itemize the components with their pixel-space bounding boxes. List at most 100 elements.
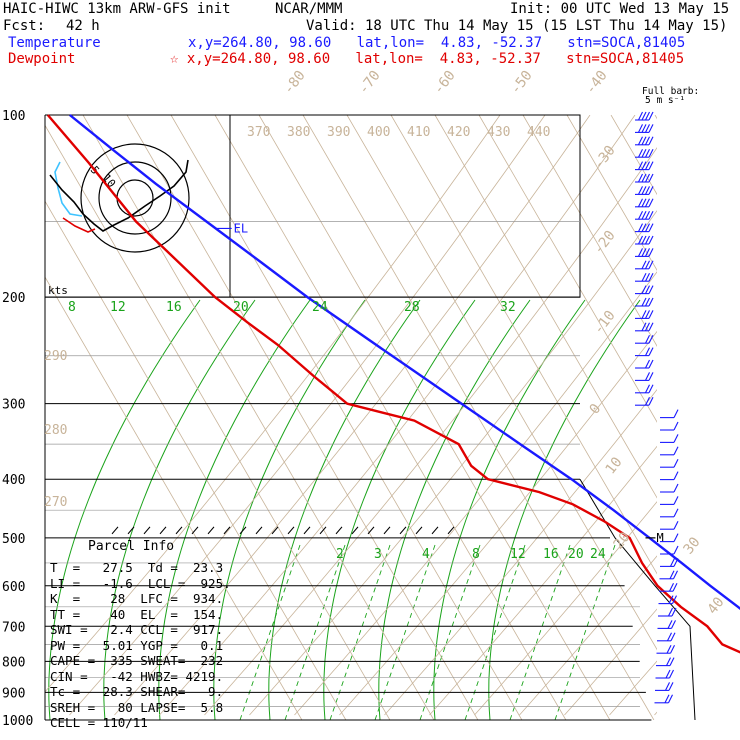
- wind-barb-flag: [638, 136, 643, 146]
- theta-label: 440: [527, 125, 550, 140]
- hatch-mark: [223, 526, 231, 535]
- theta-side-label: 290: [44, 349, 67, 364]
- wind-barb-flag: [645, 136, 650, 146]
- dry-adiabat-line: [204, 147, 657, 716]
- wind-barb-flag: [669, 570, 675, 580]
- dry-adiabat-line: [249, 210, 657, 716]
- wind-barb-flag: [648, 260, 654, 270]
- theta-label: 420: [447, 125, 470, 140]
- wind-barb-flag: [638, 235, 643, 245]
- wind-barb-flag: [648, 223, 654, 232]
- pressure-label: 400: [2, 473, 25, 488]
- wind-barb-flag: [667, 620, 673, 629]
- wind-barb-flag: [645, 260, 650, 270]
- hatch-mark: [111, 526, 119, 535]
- isotherm-line: [610, 115, 657, 196]
- isotherm-line: [346, 115, 657, 651]
- mixing-ratio-line: [284, 544, 346, 720]
- hatch-mark: [271, 526, 279, 535]
- theta-label: 380: [287, 125, 310, 140]
- dry-adiabat-line: [474, 501, 657, 716]
- dry-adiabat-line: [45, 115, 501, 693]
- wind-barb-flag: [669, 669, 674, 679]
- wind-barb-flag: [648, 161, 654, 170]
- isotherm-line: [434, 115, 657, 499]
- org-label: NCAR/MMM: [275, 1, 343, 17]
- wind-barb-flag: [645, 359, 650, 369]
- wind-barb-flag: [670, 632, 676, 642]
- isotherm-line: [82, 115, 435, 720]
- wind-barb-flag: [641, 136, 647, 146]
- dewpoint-location: ☆ x,y=264.80, 98.60 lat,lon= 4.83, -52.3…: [170, 51, 685, 67]
- isotherm-line: [302, 115, 655, 720]
- isotherm-label: -30: [591, 143, 619, 173]
- wind-barb-flag: [673, 533, 679, 542]
- hatch-mark: [191, 526, 199, 535]
- wind-barb-flag: [645, 111, 650, 121]
- pressure-label: 800: [2, 655, 25, 670]
- theta-side-label: 270: [44, 495, 67, 510]
- wind-barb-flag: [673, 483, 679, 493]
- hodograph-trace-low: [62, 217, 96, 233]
- hatch-mark: [127, 526, 135, 535]
- wind-barb-flag: [648, 285, 654, 294]
- isotherm-label: -80: [281, 68, 309, 98]
- model-title: HAIC-HIWC 13km ARW-GFS init: [3, 1, 231, 17]
- pressure-label: 100: [2, 109, 25, 124]
- hatch-mark: [447, 526, 455, 535]
- mixing-ratio-label-lower: 8: [472, 547, 480, 562]
- dry-adiabat-line: [654, 711, 657, 716]
- dry-adiabat-line: [114, 115, 591, 716]
- wind-barb-flag: [638, 148, 643, 158]
- mixing-ratio-line: [509, 544, 571, 720]
- wind-barb-flag: [641, 260, 647, 270]
- dry-adiabat-line: [69, 115, 546, 716]
- wind-barb-flag: [668, 694, 673, 704]
- isotherm-line: [566, 115, 657, 271]
- wind-barb-flag: [645, 161, 650, 170]
- wind-barb-flag: [673, 421, 679, 431]
- parcel-info-row: Tc = 28.3 SHEAR= 9.: [50, 684, 224, 699]
- wind-barb-flag: [638, 173, 643, 183]
- wind-barb-flag: [641, 272, 647, 282]
- wind-barb-flag: [641, 111, 647, 121]
- wind-barb-flag: [673, 508, 679, 518]
- mixing-ratio-label-upper: 16: [166, 300, 182, 315]
- isotherm-line: [45, 276, 303, 720]
- wind-barb-flag: [673, 409, 679, 418]
- hatch-mark: [367, 526, 375, 535]
- wind-barb-flag: [648, 322, 654, 332]
- pressure-label: 500: [2, 532, 25, 547]
- wind-barb-flag: [673, 558, 679, 567]
- wind-barb-flag: [648, 297, 654, 307]
- wind-barb-flag: [645, 322, 650, 332]
- wind-barb-flag: [641, 186, 647, 195]
- hatch-mark: [287, 526, 295, 535]
- isotherm-line: [258, 115, 611, 720]
- dry-adiabat-line: [564, 608, 657, 716]
- isotherm-label: 0: [587, 401, 605, 417]
- wind-barb-flag: [645, 285, 650, 294]
- wind-barb-flag: [648, 210, 654, 220]
- mixing-ratio-label-lower: 20: [568, 547, 584, 562]
- dry-adiabat-line: [429, 445, 657, 716]
- wind-barb-flag: [638, 248, 643, 257]
- wind-barb-flag: [645, 186, 650, 195]
- isotherm-label: -10: [591, 308, 619, 338]
- wind-barb-flag: [645, 173, 650, 183]
- hatch-mark: [207, 526, 215, 535]
- isotherm-line: [390, 115, 657, 575]
- hodograph-units: kts: [48, 284, 68, 297]
- parcel-info-row: CELL = 110/11: [50, 715, 148, 730]
- isotherm-line: [170, 115, 523, 720]
- wind-barb-flag: [669, 582, 674, 592]
- wind-barb-flag: [648, 235, 654, 245]
- mixing-ratio-label-upper: 12: [110, 300, 126, 315]
- theta-label: 390: [327, 125, 350, 140]
- mixing-ratio-line: [554, 544, 616, 720]
- hodograph-ring: [98, 161, 172, 235]
- forecast-hours: 42 h: [66, 18, 100, 34]
- theta-label: 410: [407, 125, 430, 140]
- wind-barb-flag: [673, 520, 679, 530]
